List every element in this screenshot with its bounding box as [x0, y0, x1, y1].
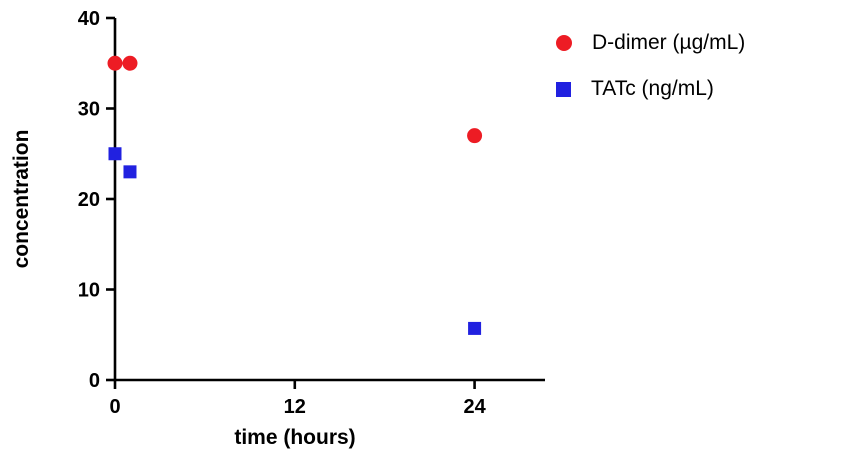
legend-label-tatc: TATc (ng/mL)	[591, 77, 714, 100]
chart-legend: D-dimer (µg/mL) TATc (ng/mL)	[556, 30, 745, 102]
x-tick-label: 24	[463, 396, 486, 418]
circle-marker-icon	[556, 35, 572, 51]
legend-item-ddimer: D-dimer (µg/mL)	[556, 30, 745, 56]
data-point-series-1	[108, 147, 122, 161]
square-marker-icon	[556, 81, 571, 97]
y-tick-label: 30	[78, 99, 100, 121]
data-point-series-0	[107, 55, 123, 71]
legend-item-tatc: TATc (ng/mL)	[556, 76, 745, 102]
y-tick-label: 0	[89, 370, 100, 392]
data-point-series-0	[122, 55, 138, 71]
x-axis-title: time (hours)	[234, 426, 356, 449]
y-axis-title: concentration	[10, 129, 33, 269]
y-tick-label: 10	[78, 280, 100, 302]
legend-label-ddimer: D-dimer (µg/mL)	[592, 31, 746, 54]
data-point-series-1	[468, 321, 482, 335]
data-point-series-1	[123, 165, 137, 179]
x-tick-label: 0	[109, 396, 120, 418]
y-tick-label: 40	[78, 8, 100, 30]
data-point-series-0	[467, 128, 483, 144]
x-tick-label: 12	[284, 396, 306, 418]
y-tick-label: 20	[78, 189, 100, 211]
